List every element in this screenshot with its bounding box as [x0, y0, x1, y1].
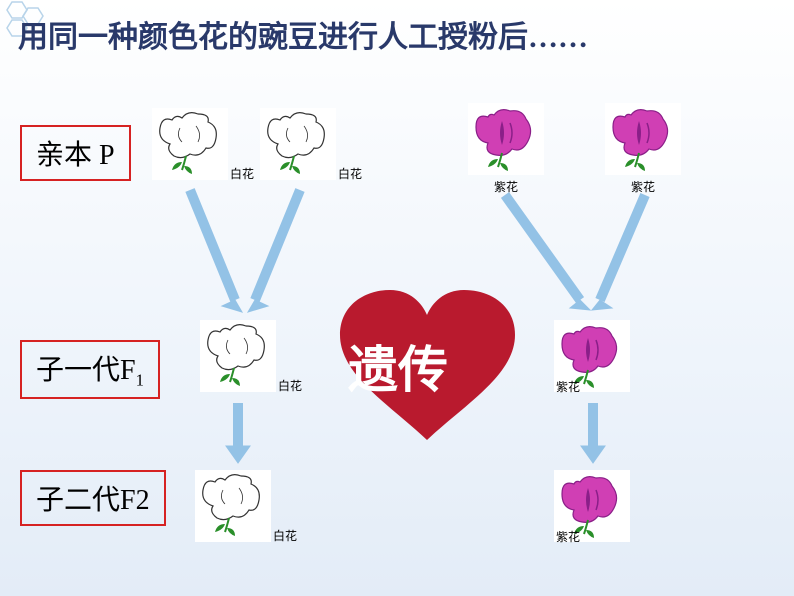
white-flower-p2 — [260, 108, 336, 180]
label-f2: 子二代F2 — [20, 470, 166, 526]
arrow-white-f1-to-f2 — [220, 398, 260, 468]
arrow-purple-f1-to-f2 — [575, 398, 615, 468]
label-f1-sub: 1 — [136, 371, 144, 390]
caption-purple-f2: 紫花 — [556, 528, 580, 545]
purple-flower-p1 — [468, 103, 544, 175]
label-parent: 亲本 P — [20, 125, 131, 181]
label-f1: 子一代F1 — [20, 340, 160, 399]
label-f1-text: 子一代F — [36, 355, 136, 386]
arrow-white-p-to-f1 — [150, 180, 350, 330]
caption-white-f2: 白花 — [273, 527, 297, 544]
white-flower-f1 — [200, 320, 276, 392]
caption-white-f1: 白花 — [278, 377, 302, 394]
white-flower-f2 — [195, 470, 271, 542]
purple-flower-p2 — [605, 103, 681, 175]
page-title: 用同一种颜色花的豌豆进行人工授粉后…… — [18, 12, 588, 56]
heart-label: 遗传 — [348, 330, 448, 402]
caption-purple-f1: 紫花 — [556, 378, 580, 395]
white-flower-p1 — [152, 108, 228, 180]
